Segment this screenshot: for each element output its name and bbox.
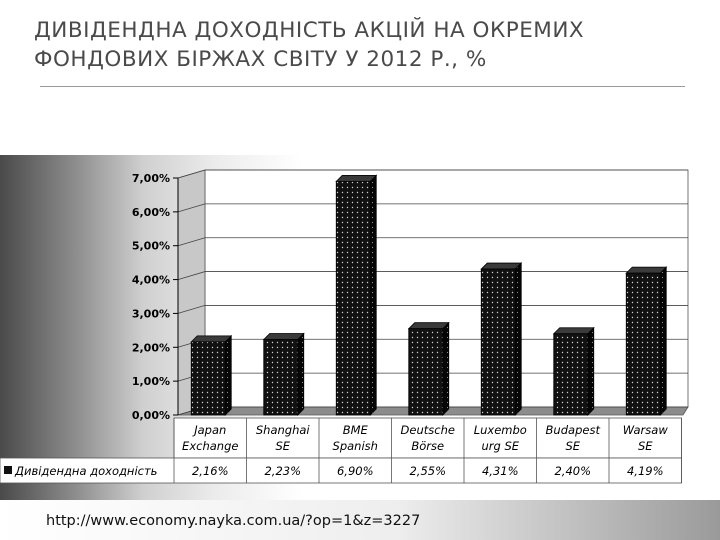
source-bar (0, 500, 720, 540)
bar-top (552, 327, 595, 335)
chart-panel: 0,00% 1,00% 2,00% 3,00% 4,00% 5,00% 6,00% 7,00%… (0, 155, 720, 500)
category-label: Spanish (333, 439, 378, 453)
bar (335, 180, 371, 416)
gridline (177, 237, 688, 247)
bar-top (407, 322, 450, 330)
bar-top (625, 266, 668, 274)
gridline (177, 305, 688, 314)
bar-side (514, 262, 522, 416)
gridline (177, 169, 688, 179)
chart: 0,00% 1,00% 2,00% 3,00% 4,00% 5,00% 6,00% 7,00%… (0, 169, 689, 484)
category-label: Börse (411, 439, 444, 453)
data-label: 4,31% (482, 464, 519, 478)
bar-side (369, 174, 377, 416)
bar-side (297, 332, 305, 416)
y-tick-label: 3,00% (132, 307, 170, 320)
bar (553, 333, 589, 416)
category-label: SE (565, 439, 580, 453)
title-divider (40, 86, 685, 87)
category-label: Japan (192, 423, 226, 437)
gridline (177, 271, 688, 280)
bar-side (587, 326, 595, 416)
category-label: BME (343, 423, 369, 437)
bar-top (190, 335, 233, 343)
category-label: Budapest (546, 423, 601, 437)
data-label: 2,16% (192, 464, 229, 478)
bar (408, 328, 444, 416)
category-label: Warsaw (623, 423, 669, 437)
category-label: Exchange (182, 439, 238, 453)
data-label: 4,19% (627, 464, 664, 478)
bar-top (335, 174, 378, 182)
bar (480, 268, 516, 416)
bar (625, 272, 661, 416)
bar-side (442, 321, 450, 416)
bar (263, 339, 299, 416)
y-tick-label: 5,00% (132, 240, 170, 253)
y-tick-label: 2,00% (132, 341, 170, 354)
category-label: SE (638, 439, 653, 453)
bar-side (224, 334, 232, 416)
data-label: 2,23% (264, 464, 301, 478)
category-label: SE (275, 439, 290, 453)
slide-title: ДИВІДЕНДНА ДОХОДНІСТЬ АКЦІЙ НА ОКРЕМИХ Ф… (34, 18, 585, 72)
category-label: urg SE (481, 439, 519, 453)
y-tick-label: 6,00% (132, 206, 170, 219)
category-label: Shanghai (256, 423, 311, 437)
gridline (177, 203, 688, 213)
y-tick-label: 0,00% (132, 409, 170, 422)
data-label: 2,40% (554, 464, 591, 478)
data-label: 6,90% (337, 464, 374, 478)
bar-top (262, 333, 305, 340)
y-tick-label: 1,00% (132, 375, 170, 388)
legend-label: Дивіденднa доходність (14, 464, 157, 478)
source-link[interactable]: http://www.economy.nayka.com.ua/?op=1&z=… (46, 513, 421, 529)
data-label: 2,55% (409, 464, 446, 478)
legend-key (4, 466, 12, 474)
bar-top (480, 262, 523, 270)
y-tick-label: 7,00% (132, 172, 170, 185)
category-label: Luxembo (474, 423, 527, 437)
bar (190, 341, 226, 416)
bar-side (659, 266, 667, 416)
table-header-row (173, 417, 682, 459)
y-tick-label: 4,00% (132, 274, 170, 287)
category-label: Deutsche (401, 423, 455, 437)
